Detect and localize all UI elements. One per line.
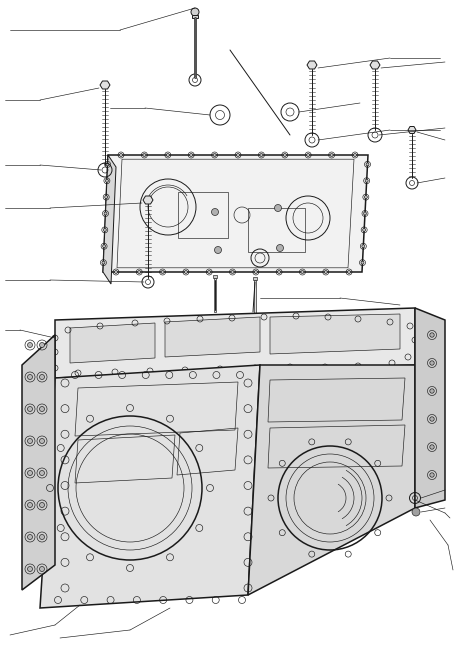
Circle shape — [364, 212, 366, 215]
Bar — [192, 15, 198, 18]
Circle shape — [104, 229, 106, 231]
Circle shape — [166, 154, 169, 156]
Polygon shape — [370, 61, 380, 69]
Circle shape — [106, 163, 109, 166]
Circle shape — [231, 271, 234, 273]
Circle shape — [184, 271, 188, 273]
Circle shape — [260, 154, 263, 156]
Bar — [213, 275, 217, 278]
Polygon shape — [22, 335, 55, 590]
Circle shape — [28, 534, 33, 539]
Circle shape — [412, 508, 420, 516]
Circle shape — [363, 229, 365, 231]
Circle shape — [365, 179, 368, 182]
Circle shape — [430, 473, 434, 477]
Polygon shape — [70, 323, 155, 363]
Polygon shape — [415, 308, 445, 508]
Circle shape — [276, 244, 283, 251]
Circle shape — [114, 271, 118, 273]
Circle shape — [430, 417, 434, 421]
Circle shape — [191, 8, 199, 16]
Polygon shape — [248, 365, 415, 595]
Circle shape — [430, 445, 434, 449]
Circle shape — [212, 209, 218, 216]
Circle shape — [277, 271, 281, 273]
Bar — [252, 276, 257, 280]
Polygon shape — [103, 155, 368, 272]
Circle shape — [104, 212, 107, 215]
Circle shape — [28, 567, 33, 572]
Bar — [214, 278, 216, 312]
Circle shape — [430, 333, 434, 337]
Circle shape — [430, 361, 434, 365]
Circle shape — [105, 196, 108, 198]
Circle shape — [119, 154, 123, 156]
Circle shape — [39, 375, 44, 379]
Polygon shape — [143, 196, 153, 204]
Circle shape — [283, 154, 286, 156]
Circle shape — [366, 163, 369, 166]
Circle shape — [39, 567, 44, 572]
Circle shape — [362, 245, 365, 248]
Circle shape — [28, 406, 33, 412]
Circle shape — [28, 439, 33, 444]
Circle shape — [365, 196, 367, 198]
Circle shape — [28, 503, 33, 508]
Polygon shape — [270, 314, 400, 354]
Circle shape — [138, 271, 141, 273]
Circle shape — [39, 439, 44, 444]
Circle shape — [214, 247, 222, 253]
Circle shape — [28, 375, 33, 379]
Circle shape — [102, 261, 105, 264]
Circle shape — [103, 245, 106, 248]
Circle shape — [28, 342, 33, 348]
Circle shape — [39, 503, 44, 508]
Bar — [254, 280, 256, 315]
Polygon shape — [408, 127, 416, 134]
Circle shape — [39, 342, 44, 348]
Circle shape — [330, 154, 333, 156]
Circle shape — [301, 271, 304, 273]
Circle shape — [213, 154, 216, 156]
Circle shape — [430, 389, 434, 393]
Circle shape — [39, 406, 44, 412]
Circle shape — [39, 534, 44, 539]
Polygon shape — [103, 155, 116, 284]
Circle shape — [39, 470, 44, 475]
Circle shape — [190, 154, 192, 156]
Circle shape — [348, 271, 350, 273]
Circle shape — [361, 261, 364, 264]
Circle shape — [254, 271, 257, 273]
Polygon shape — [100, 81, 110, 89]
Circle shape — [324, 271, 327, 273]
Polygon shape — [307, 61, 317, 69]
Circle shape — [161, 271, 164, 273]
Circle shape — [275, 205, 281, 211]
Circle shape — [143, 154, 146, 156]
Circle shape — [105, 179, 109, 182]
Circle shape — [207, 271, 211, 273]
Circle shape — [307, 154, 310, 156]
Circle shape — [237, 154, 240, 156]
Polygon shape — [55, 308, 415, 378]
Circle shape — [354, 154, 356, 156]
Polygon shape — [40, 365, 260, 608]
Polygon shape — [165, 317, 260, 357]
Circle shape — [28, 470, 33, 475]
